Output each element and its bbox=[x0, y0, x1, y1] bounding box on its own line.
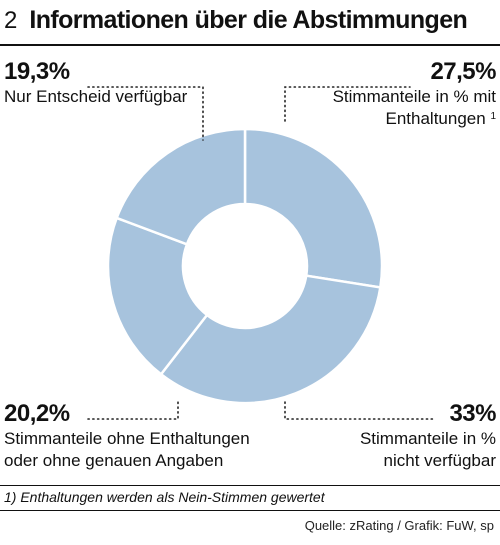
leader-line bbox=[284, 401, 436, 420]
footnote-rule bbox=[0, 485, 500, 486]
slice-value-label: 20,2% bbox=[4, 400, 70, 427]
donut-slice bbox=[106, 216, 209, 377]
slice-category-label: Nur Entscheid verfügbar bbox=[4, 87, 188, 106]
source-rule bbox=[0, 510, 500, 511]
slice-label-group: 33% Stimmanteile in % nicht verfügbar bbox=[359, 400, 497, 472]
slice-label-group: 27,5% Stimmanteile in % mit Enthaltungen… bbox=[332, 58, 497, 130]
leader-line bbox=[284, 86, 411, 122]
source-credit: Quelle: zRating / Grafik: FuW, sp bbox=[304, 518, 494, 533]
slice-category-label: Stimmanteile in % bbox=[359, 429, 496, 448]
leader-line bbox=[87, 86, 204, 141]
slice-category-label: oder ohne genauen Angaben bbox=[4, 451, 224, 470]
donut-slice bbox=[159, 274, 382, 405]
chart-header: 2 Informationen über die Abstimmungen bbox=[4, 6, 496, 42]
slice-category-label: Enthaltungen 1 bbox=[385, 109, 497, 128]
chart-title: Informationen über die Abstimmungen bbox=[29, 6, 468, 34]
footnote: 1) Enthaltungen werden als Nein-Stimmen … bbox=[4, 489, 325, 505]
header-rule bbox=[0, 44, 500, 46]
donut-chart bbox=[87, 86, 436, 420]
slice-category-label: nicht verfügbar bbox=[383, 451, 496, 470]
slice-value-label: 33% bbox=[449, 400, 496, 427]
slice-label-group: 19,3% Nur Entscheid verfügbar bbox=[4, 58, 187, 108]
slice-label-group: 20,2% Stimmanteile ohne Enthaltungen ode… bbox=[4, 400, 250, 472]
donut-slice bbox=[243, 127, 384, 289]
chart-number: 2 bbox=[4, 7, 18, 34]
leader-line bbox=[87, 401, 179, 420]
slice-value-label: 19,3% bbox=[4, 58, 70, 85]
slice-category-label: Stimmanteile in % mit bbox=[332, 87, 496, 106]
donut-slice bbox=[115, 127, 247, 246]
slice-category-label: Stimmanteile ohne Enthaltungen bbox=[4, 429, 250, 448]
slice-value-label: 27,5% bbox=[430, 58, 496, 85]
footnote-ref: 1 bbox=[490, 111, 496, 122]
